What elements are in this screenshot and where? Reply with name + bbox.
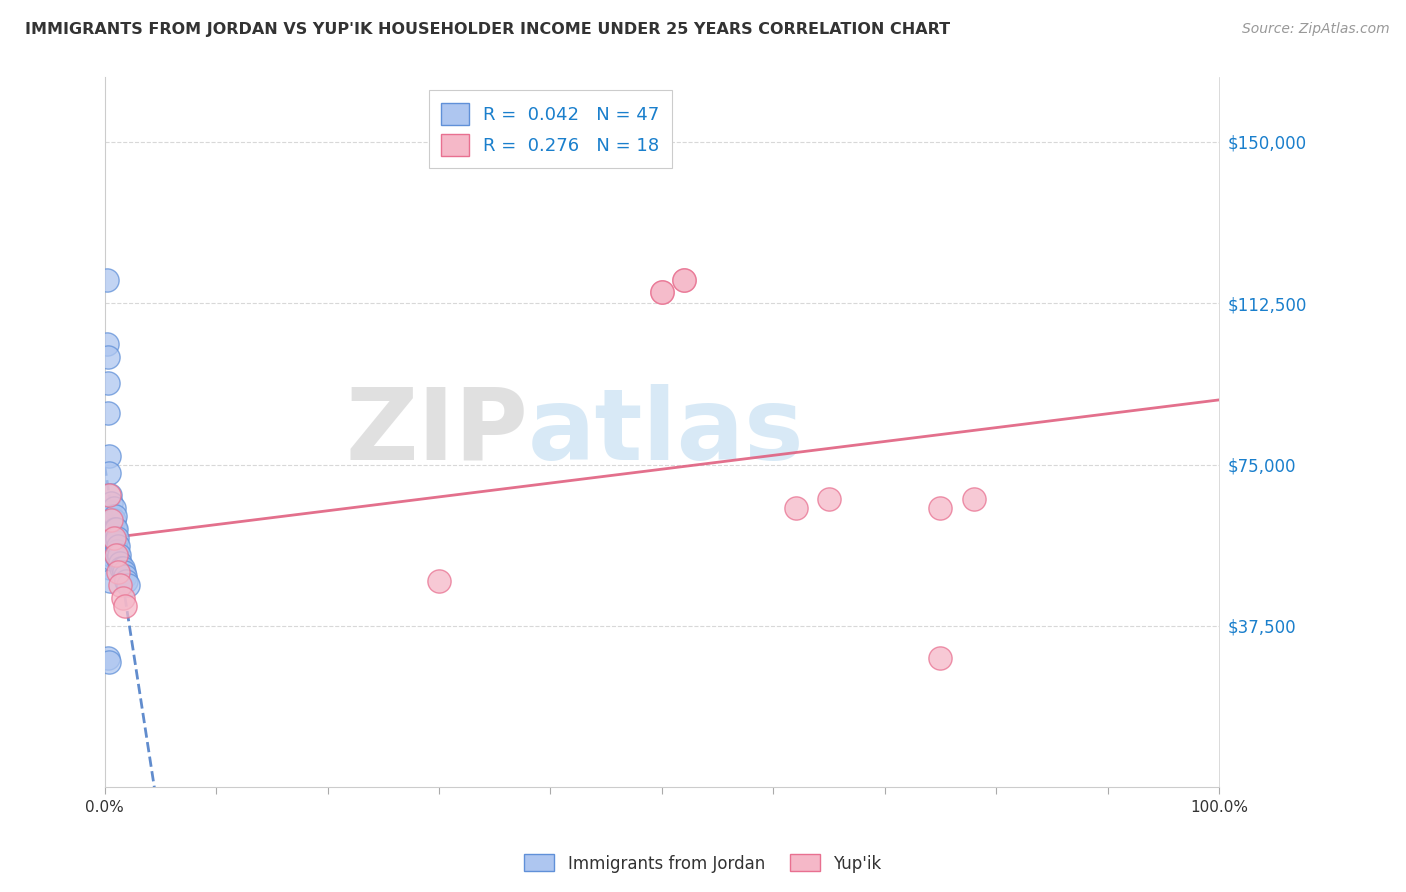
Point: [98, 548, 121, 562]
Point: [673, 272, 696, 286]
Point: [117, 578, 139, 592]
Point: [103, 500, 125, 515]
Point: [929, 500, 952, 515]
Point: [98, 487, 121, 501]
Point: [114, 599, 136, 614]
Point: [96, 272, 118, 286]
Point: [97, 376, 120, 390]
Point: [114, 569, 136, 583]
Point: [110, 560, 132, 574]
Point: [103, 531, 125, 545]
Point: [107, 539, 129, 553]
Point: [104, 548, 127, 562]
Point: [105, 531, 128, 545]
Point: [97, 406, 120, 420]
Point: [929, 651, 952, 665]
Point: [98, 449, 121, 463]
Point: [98, 535, 121, 549]
Point: [98, 487, 121, 501]
Point: [104, 522, 127, 536]
Point: [104, 509, 127, 524]
Point: [100, 513, 122, 527]
Legend: R =  0.042   N = 47, R =  0.276   N = 18: R = 0.042 N = 47, R = 0.276 N = 18: [429, 90, 672, 169]
Text: atlas: atlas: [529, 384, 804, 481]
Point: [96, 337, 118, 351]
Point: [111, 591, 134, 605]
Point: [104, 548, 127, 562]
Point: [104, 535, 127, 549]
Point: [110, 578, 132, 592]
Point: [673, 272, 696, 286]
Point: [98, 466, 121, 480]
Point: [104, 535, 127, 549]
Point: [97, 651, 120, 665]
Point: [100, 548, 122, 562]
Point: [100, 522, 122, 536]
Point: [101, 539, 124, 553]
Point: [115, 574, 138, 588]
Point: [103, 539, 125, 553]
Point: [108, 548, 131, 562]
Point: [105, 543, 128, 558]
Text: ZIP: ZIP: [346, 384, 529, 481]
Point: [651, 285, 673, 300]
Point: [101, 526, 124, 541]
Point: [818, 491, 841, 506]
Point: [103, 526, 125, 541]
Point: [651, 285, 673, 300]
Point: [100, 496, 122, 510]
Point: [427, 574, 450, 588]
Point: [100, 509, 122, 524]
Point: [98, 574, 121, 588]
Point: [98, 560, 121, 574]
Point: [963, 491, 986, 506]
Text: IMMIGRANTS FROM JORDAN VS YUP'IK HOUSEHOLDER INCOME UNDER 25 YEARS CORRELATION C: IMMIGRANTS FROM JORDAN VS YUP'IK HOUSEHO…: [25, 22, 950, 37]
Point: [107, 565, 129, 579]
Point: [104, 522, 127, 536]
Point: [103, 513, 125, 527]
Point: [100, 535, 122, 549]
Point: [97, 350, 120, 364]
Point: [110, 557, 132, 571]
Point: [98, 505, 121, 519]
Point: [101, 513, 124, 527]
Point: [785, 500, 807, 515]
Point: [107, 552, 129, 566]
Point: [101, 552, 124, 566]
Point: [111, 560, 134, 574]
Point: [98, 522, 121, 536]
Point: [112, 565, 135, 579]
Legend: Immigrants from Jordan, Yup'ik: Immigrants from Jordan, Yup'ik: [517, 847, 889, 880]
Text: Source: ZipAtlas.com: Source: ZipAtlas.com: [1241, 22, 1389, 37]
Point: [98, 656, 121, 670]
